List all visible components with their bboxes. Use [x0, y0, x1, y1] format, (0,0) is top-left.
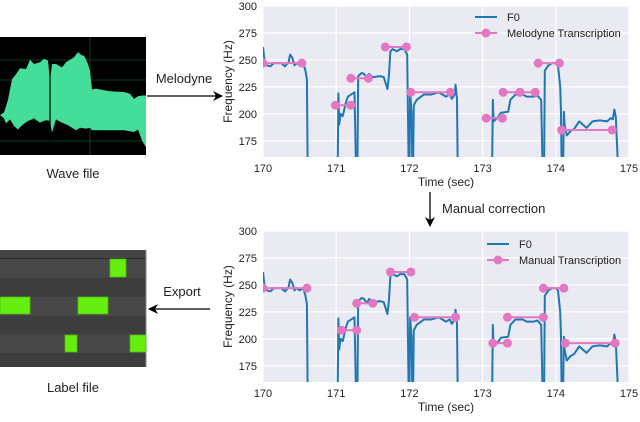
note-point: [368, 298, 378, 308]
y-tick-label: 250: [239, 280, 257, 292]
label-file-caption: Label file: [47, 380, 99, 395]
f0-line: [408, 91, 414, 157]
legend-marker: [493, 255, 503, 265]
note-point: [530, 87, 540, 97]
note-point: [451, 312, 461, 322]
x-tick-label: 172: [400, 388, 418, 400]
y-tick-label: 175: [239, 136, 257, 148]
x-tick-label: 174: [547, 163, 565, 175]
x-tick-label: 175: [620, 388, 638, 400]
y-tick-label: 175: [239, 361, 257, 373]
note-point: [346, 73, 356, 83]
x-tick-label: 175: [620, 163, 638, 175]
note-block: [0, 296, 31, 315]
note-point: [302, 283, 312, 293]
note-point: [352, 325, 362, 335]
note-point: [346, 100, 356, 110]
x-tick-label: 170: [254, 388, 272, 400]
x-tick-label: 173: [473, 388, 491, 400]
f0-line: [562, 108, 619, 157]
f0-line: [408, 316, 414, 382]
note-point: [481, 113, 491, 123]
y-tick-label: 300: [239, 1, 257, 13]
note-point: [380, 42, 390, 52]
note-point: [410, 312, 420, 322]
legend-marker: [481, 28, 491, 38]
waveform: [0, 52, 146, 148]
note-point: [559, 283, 569, 293]
legend-label: Melodyne Transcription: [507, 28, 621, 40]
note-point: [445, 87, 455, 97]
y-axis-label: Frequency (Hz): [221, 265, 235, 348]
y-tick-label: 225: [239, 307, 257, 319]
note-point: [538, 283, 548, 293]
note-point: [533, 58, 543, 68]
y-tick-label: 225: [239, 82, 257, 94]
note-point: [515, 87, 525, 97]
note-point: [557, 125, 567, 135]
note-point: [610, 338, 620, 348]
note-point: [498, 87, 508, 97]
y-tick-label: 200: [239, 109, 257, 121]
legend-label: F0: [507, 12, 520, 24]
note-point: [406, 87, 416, 97]
y-tick-label: 275: [239, 253, 257, 265]
note-point: [363, 73, 373, 83]
note-point: [538, 312, 548, 322]
note-point: [330, 100, 340, 110]
note-block: [77, 296, 109, 315]
export-label: Export: [163, 284, 201, 299]
note-point: [352, 298, 362, 308]
y-tick-label: 275: [239, 28, 257, 40]
manual-chart: 170 171 172 173 174 175 175 200 225 250 275 300 Time…: [221, 226, 638, 414]
label-file-image: [0, 250, 147, 367]
note-point: [497, 113, 507, 123]
melodyne-chart: 170 171 172 173 174 175 175 200 225 250 275 300 Time…: [221, 1, 638, 189]
note-point: [263, 283, 268, 293]
note-point: [297, 58, 307, 68]
note-point: [385, 267, 395, 277]
y-tick-label: 250: [239, 55, 257, 67]
x-axis-label: Time (sec): [418, 175, 474, 189]
note-point: [554, 58, 564, 68]
f0-line: [412, 308, 459, 382]
note-point: [502, 312, 512, 322]
f0-line: [412, 83, 459, 157]
y-tick-label: 200: [239, 334, 257, 346]
note-block: [64, 334, 78, 353]
x-tick-label: 173: [473, 163, 491, 175]
note-point: [488, 338, 498, 348]
legend-label: Manual Transcription: [519, 255, 621, 267]
wave-file-caption: Wave file: [47, 166, 100, 181]
note-point: [406, 267, 416, 277]
y-axis-label: Frequency (Hz): [221, 40, 235, 123]
plot-area: [263, 231, 629, 382]
plot-area: [263, 6, 629, 157]
note-point: [336, 325, 346, 335]
x-tick-label: 172: [400, 163, 418, 175]
f0-line: [356, 273, 410, 382]
x-tick-label: 174: [547, 388, 565, 400]
note-point: [263, 58, 268, 68]
note-point: [401, 42, 411, 52]
x-tick-label: 171: [327, 163, 345, 175]
note-block: [109, 258, 127, 278]
note-point: [607, 125, 617, 135]
legend-label: F0: [519, 239, 532, 251]
y-tick-label: 300: [239, 226, 257, 238]
melodyne-label: Melodyne: [156, 71, 212, 86]
wave-file-image: [0, 37, 146, 155]
f0-line: [356, 48, 410, 157]
note-block: [129, 334, 147, 353]
x-axis-label: Time (sec): [418, 400, 474, 414]
note-point: [502, 338, 512, 348]
note-point: [560, 338, 570, 348]
x-tick-label: 170: [254, 163, 272, 175]
x-tick-label: 171: [327, 388, 345, 400]
manual-correction-label: Manual correction: [442, 201, 545, 216]
